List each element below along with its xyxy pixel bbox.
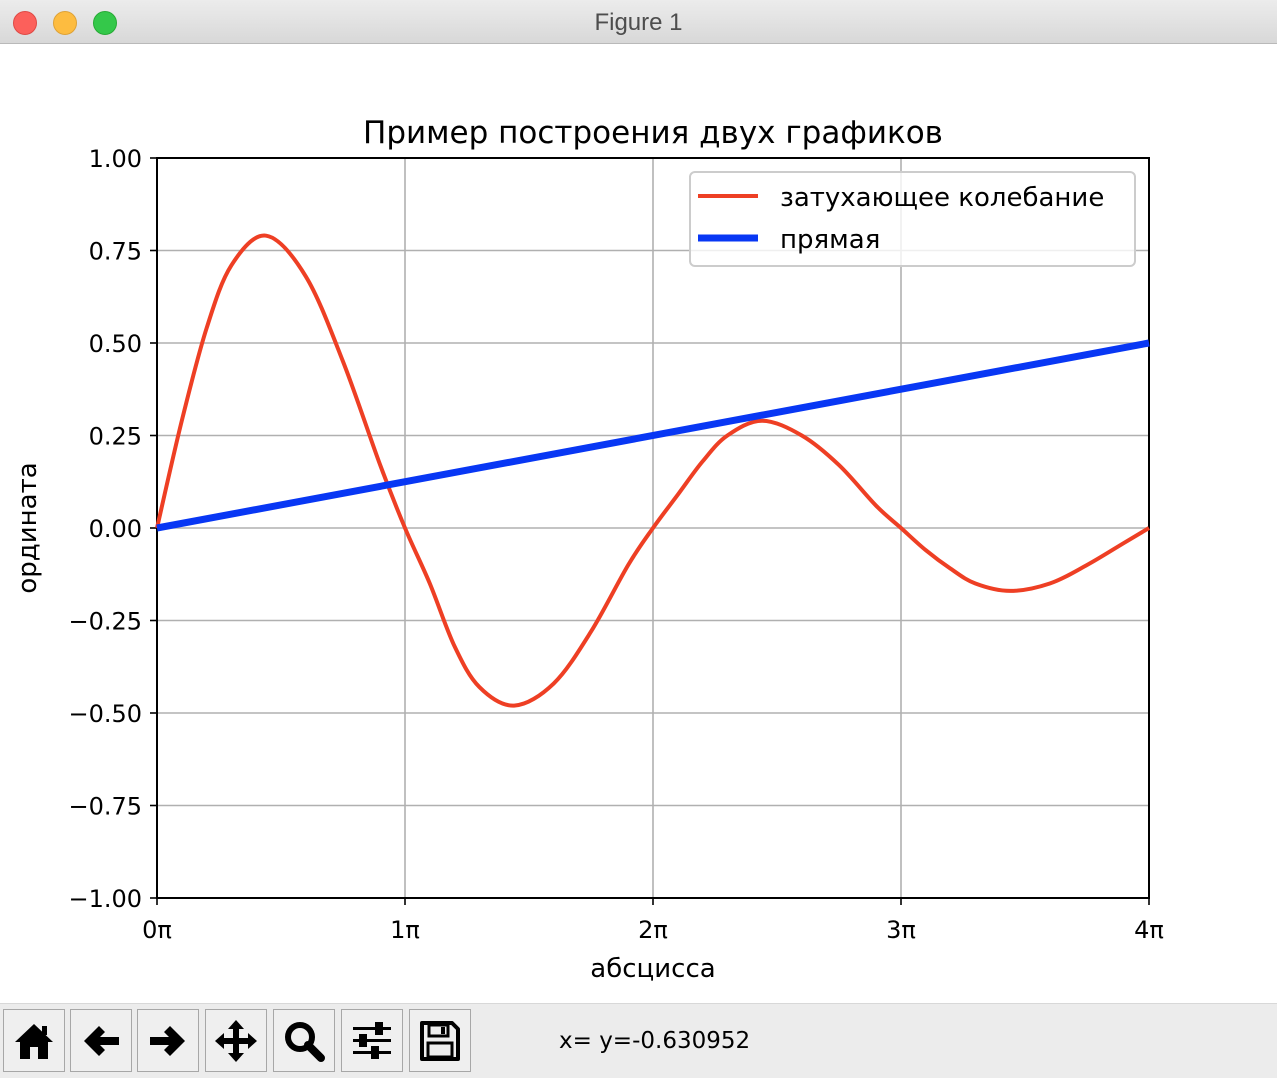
- back-arrow-icon: [84, 1025, 119, 1056]
- x-tick-label: 3π: [886, 916, 916, 944]
- title-bar[interactable]: Figure 1: [0, 0, 1277, 44]
- forward-arrow-icon: [150, 1025, 185, 1056]
- y-tick-label: 0.75: [89, 238, 142, 266]
- y-tick-label: −0.50: [68, 700, 142, 728]
- ticks: 0π 1π 2π 3π 4π −1.00 −0.75 −0.50 −0.25 0.00 0.25 0.…: [68, 145, 1163, 944]
- series-straight-line: [156, 339, 1150, 532]
- y-tick-label: 0.25: [89, 423, 142, 451]
- y-tick-label: 0.00: [89, 515, 142, 543]
- y-tick-label: −0.25: [68, 608, 142, 636]
- pan-button[interactable]: [205, 1009, 267, 1072]
- save-button[interactable]: [409, 1009, 471, 1072]
- y-tick-label: −1.00: [68, 885, 142, 913]
- save-icon: [420, 1020, 460, 1061]
- series: [155, 233, 1151, 708]
- home-icon: [15, 1023, 53, 1059]
- x-tick-label: 2π: [638, 916, 668, 944]
- chart-title: Пример построения двух графиков: [363, 115, 943, 151]
- close-window-button[interactable]: [13, 11, 37, 35]
- legend: затухающее колебание прямая: [689, 171, 1136, 267]
- back-button[interactable]: [70, 1009, 132, 1072]
- series-damped-oscillation: [155, 233, 1151, 708]
- configure-subplots-button[interactable]: [341, 1009, 403, 1072]
- x-tick-label: 1π: [390, 916, 420, 944]
- minimize-window-button[interactable]: [53, 11, 77, 35]
- x-tick-label: 0π: [142, 916, 172, 944]
- zoom-button[interactable]: [273, 1009, 335, 1072]
- forward-button[interactable]: [137, 1009, 199, 1072]
- legend-box: [689, 171, 1136, 267]
- x-tick-label: 4π: [1134, 916, 1164, 944]
- y-axis-label: ордината: [13, 462, 43, 593]
- legend-label-line: прямая: [780, 225, 880, 255]
- cursor-coordinates: x= y=-0.630952: [559, 1028, 751, 1054]
- x-axis-label: абсцисса: [590, 954, 715, 984]
- home-button[interactable]: [3, 1009, 65, 1072]
- figure-canvas[interactable]: 0π 1π 2π 3π 4π −1.00 −0.75 −0.50 −0.25 0.00 0.25 0.…: [0, 45, 1277, 1003]
- window-title: Figure 1: [594, 9, 683, 36]
- y-tick-label: 1.00: [89, 145, 142, 173]
- zoom-window-button[interactable]: [93, 11, 117, 35]
- navigation-toolbar: x= y=-0.630952: [0, 1003, 1277, 1078]
- legend-label-damped: затухающее колебание: [780, 183, 1104, 213]
- subplots-icon: [353, 1021, 391, 1059]
- zoom-icon: [285, 1021, 325, 1062]
- pan-icon: [215, 1019, 257, 1062]
- y-tick-label: 0.50: [89, 330, 142, 358]
- plot-svg: 0π 1π 2π 3π 4π −1.00 −0.75 −0.50 −0.25 0.00 0.25 0.…: [13, 115, 1164, 984]
- y-tick-label: −0.75: [68, 793, 142, 821]
